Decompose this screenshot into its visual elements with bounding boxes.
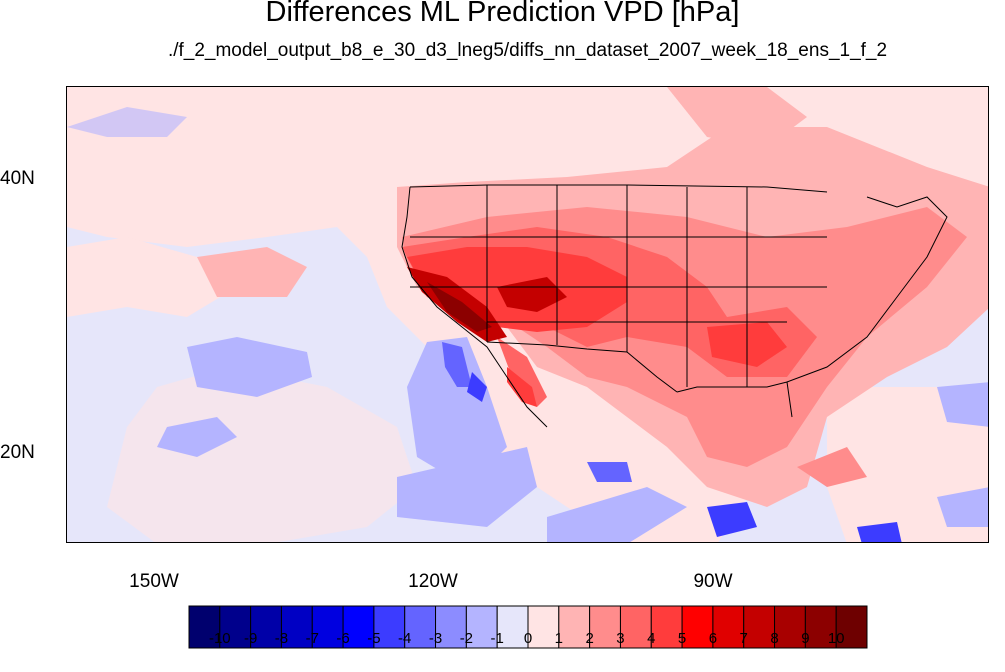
country-state-borders — [401, 184, 948, 428]
colorbar-swatch — [188, 605, 221, 649]
colorbar-tick-label: -4 — [398, 630, 412, 647]
colorbar-tick-label: -6 — [336, 630, 350, 647]
colorbar-tick-label: 3 — [616, 630, 625, 647]
light-blue-regions — [67, 107, 988, 542]
lat-label-20n: 20N — [0, 442, 35, 463]
lon-label-150w: 150W — [129, 571, 179, 592]
colorbar-tick-label: -8 — [274, 630, 289, 647]
colorbar-swatch — [496, 605, 529, 649]
colorbar-tick-label: -10 — [208, 630, 231, 647]
colorbar-tick-label: 1 — [554, 630, 563, 647]
lat-label-40n: 40N — [0, 168, 35, 189]
colorbar-swatch — [589, 605, 621, 649]
colorbar-tick-label: 7 — [739, 630, 748, 647]
colorbar-tick-label: 5 — [677, 630, 687, 647]
colorbar-tick-label: 2 — [585, 630, 594, 647]
colorbar-tick-label: 8 — [770, 630, 779, 647]
colorbar-tick-label: 4 — [647, 630, 656, 647]
colorbar-swatch — [219, 605, 252, 649]
colorbar-swatch — [743, 605, 776, 649]
lon-label-90w: 90W — [693, 571, 733, 592]
colorbar-tick-label: 9 — [801, 630, 810, 647]
colorbar-swatch — [311, 605, 344, 649]
colorbar-tick-label: -3 — [428, 630, 443, 647]
colorbar-tick-label: -2 — [459, 630, 474, 647]
dark-red-core — [407, 267, 567, 342]
colorbar-swatch — [712, 605, 745, 649]
vpd-difference-map — [67, 87, 988, 542]
colorbar-swatch — [619, 605, 652, 649]
mid-blue-regions — [442, 342, 902, 542]
colorbar-tick-label: 6 — [708, 630, 718, 647]
colorbar-swatch — [774, 605, 806, 649]
colorbar-swatch — [342, 605, 375, 649]
colorbar-tick-label: -9 — [243, 630, 258, 647]
map-subtitle: ./f_2_model_output_b8_e_30_d3_lneg5/diff… — [167, 40, 888, 61]
lon-label-120w: 120W — [408, 571, 458, 592]
colorbar-swatch — [527, 605, 560, 649]
colorbar-tick-label: -1 — [490, 630, 504, 647]
colorbar — [188, 605, 868, 649]
colorbar-swatch — [804, 605, 837, 649]
colorbar-swatch — [835, 605, 868, 649]
colorbar-tick-label: 0 — [523, 630, 533, 647]
colorbar-tick-label: -5 — [367, 630, 381, 647]
colorbar-tick-label: 10 — [827, 630, 845, 647]
colorbar-swatch — [681, 605, 714, 649]
colorbar-tick-label: -7 — [305, 630, 319, 647]
map-panel — [66, 86, 989, 543]
colorbar-swatch — [650, 605, 683, 649]
map-title: Differences ML Prediction VPD [hPa] — [265, 0, 740, 28]
